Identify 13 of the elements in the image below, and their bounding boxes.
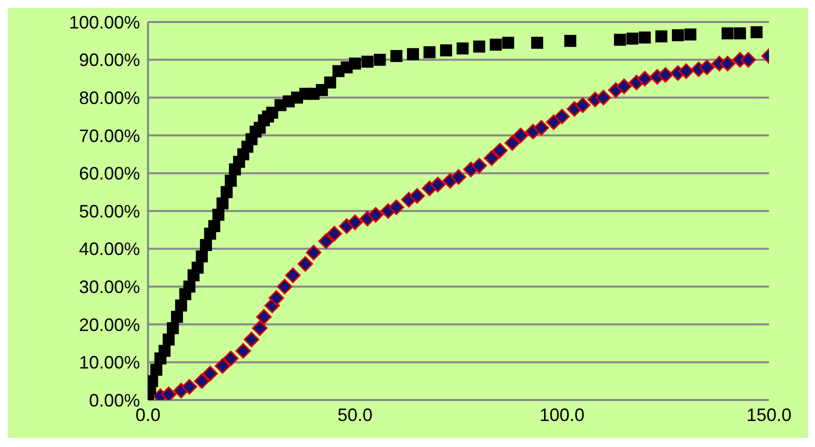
y-tick-label: 80.00% xyxy=(78,88,140,108)
y-tick-label: 50.00% xyxy=(78,201,140,222)
y-tick-label: 40.00% xyxy=(78,239,140,260)
y-tick-label: 100.00% xyxy=(68,12,140,32)
x-tick-label: 50.0 xyxy=(337,404,373,425)
y-tick-label: 10.00% xyxy=(78,352,140,373)
x-tick-label: 100.0 xyxy=(539,404,585,425)
y-tick-label: 60.00% xyxy=(78,164,140,184)
x-tick-label: 150.0 xyxy=(746,404,792,425)
y-tick-label: 90.00% xyxy=(78,50,140,70)
y-tick-label: 30.00% xyxy=(78,276,140,297)
y-tick-label: 70.00% xyxy=(78,126,140,146)
y-tick-label: 20.00% xyxy=(78,314,140,335)
